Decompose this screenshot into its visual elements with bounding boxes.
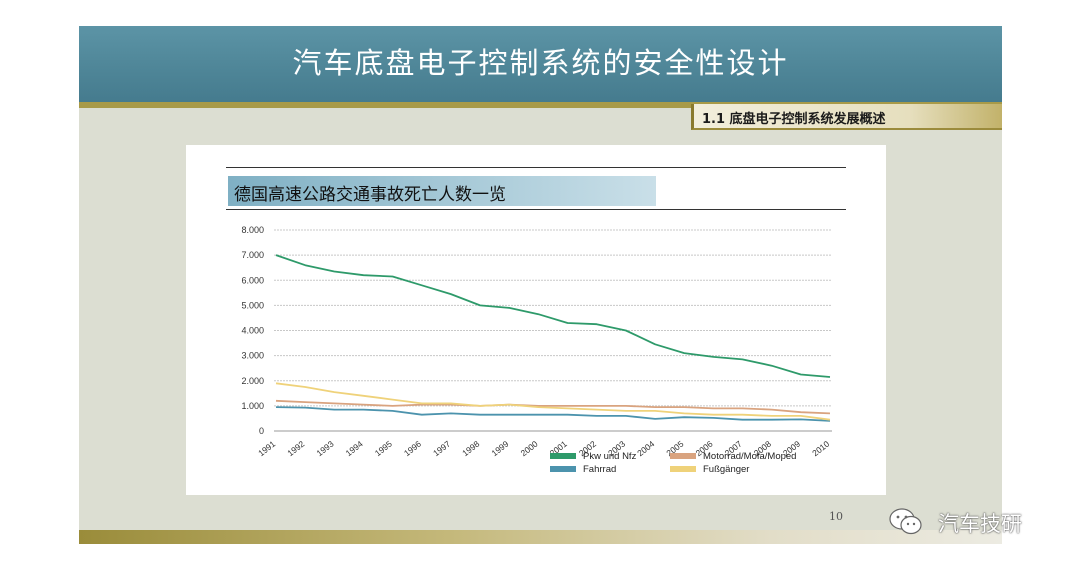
legend-label: Fahrrad bbox=[583, 464, 616, 475]
header-strip bbox=[79, 102, 1002, 108]
watermark-text: 汽车技研 bbox=[938, 512, 1022, 536]
series-line bbox=[275, 399, 831, 415]
y-tick-label: 7.000 bbox=[241, 250, 264, 260]
series-line bbox=[275, 254, 831, 378]
line-chart: 0 1.000 2.000 3.000 4.000 5.000 6.000 7.000 8.00… bbox=[241, 225, 832, 475]
y-tick-label: 3.000 bbox=[241, 351, 264, 361]
chart-title: 德国高速公路交通事故死亡人数一览 bbox=[234, 185, 506, 205]
chart-title-box: 德国高速公路交通事故死亡人数一览 bbox=[228, 176, 656, 206]
panel-divider-bottom bbox=[226, 209, 846, 210]
bottom-bar bbox=[79, 530, 1002, 544]
y-tick-label: 5.000 bbox=[241, 300, 264, 310]
y-tick-label: 4.000 bbox=[241, 326, 264, 336]
slide-title: 汽车底盘电子控制系统的安全性设计 bbox=[292, 46, 789, 80]
legend-label: Pkw und Nfz bbox=[583, 451, 637, 462]
x-tick-label: 2010 bbox=[810, 439, 831, 459]
panel-divider-top bbox=[226, 167, 846, 168]
legend-label: Fußgänger bbox=[703, 464, 749, 475]
x-tick-label: 2004 bbox=[635, 439, 656, 459]
page-number: 10 bbox=[829, 510, 843, 523]
legend-label: Motorrad/Mofa/Moped bbox=[703, 451, 796, 462]
section-label: 1.1 底盘电子控制系统发展概述 bbox=[702, 112, 886, 127]
x-tick-label: 1996 bbox=[402, 439, 423, 459]
wechat-icon bbox=[889, 508, 922, 535]
x-tick-label: 1994 bbox=[344, 439, 365, 459]
series-line bbox=[275, 382, 831, 421]
legend-swatch bbox=[550, 453, 576, 459]
series-line bbox=[275, 406, 831, 422]
x-tick-label: 1992 bbox=[285, 439, 306, 459]
x-tick-label: 1995 bbox=[373, 439, 394, 459]
legend-swatch bbox=[670, 453, 696, 459]
x-tick-label: 1998 bbox=[460, 439, 481, 459]
x-tick-label: 2000 bbox=[519, 439, 540, 459]
legend-swatch bbox=[670, 466, 696, 472]
x-tick-label: 1991 bbox=[256, 439, 277, 459]
y-tick-label: 6.000 bbox=[241, 275, 264, 285]
y-tick-label: 8.000 bbox=[241, 225, 264, 235]
y-tick-label: 0 bbox=[259, 426, 264, 436]
y-tick-label: 1.000 bbox=[241, 401, 264, 411]
y-tick-label: 2.000 bbox=[241, 376, 264, 386]
slide-header: 汽车底盘电子控制系统的安全性设计 bbox=[79, 26, 1002, 102]
watermark: 汽车技研 bbox=[888, 505, 1058, 541]
section-tag: 1.1 底盘电子控制系统发展概述 bbox=[691, 104, 1002, 130]
x-tick-label: 1997 bbox=[431, 439, 452, 459]
x-tick-label: 1993 bbox=[314, 439, 335, 459]
x-tick-label: 1999 bbox=[489, 439, 510, 459]
legend-swatch bbox=[550, 466, 576, 472]
